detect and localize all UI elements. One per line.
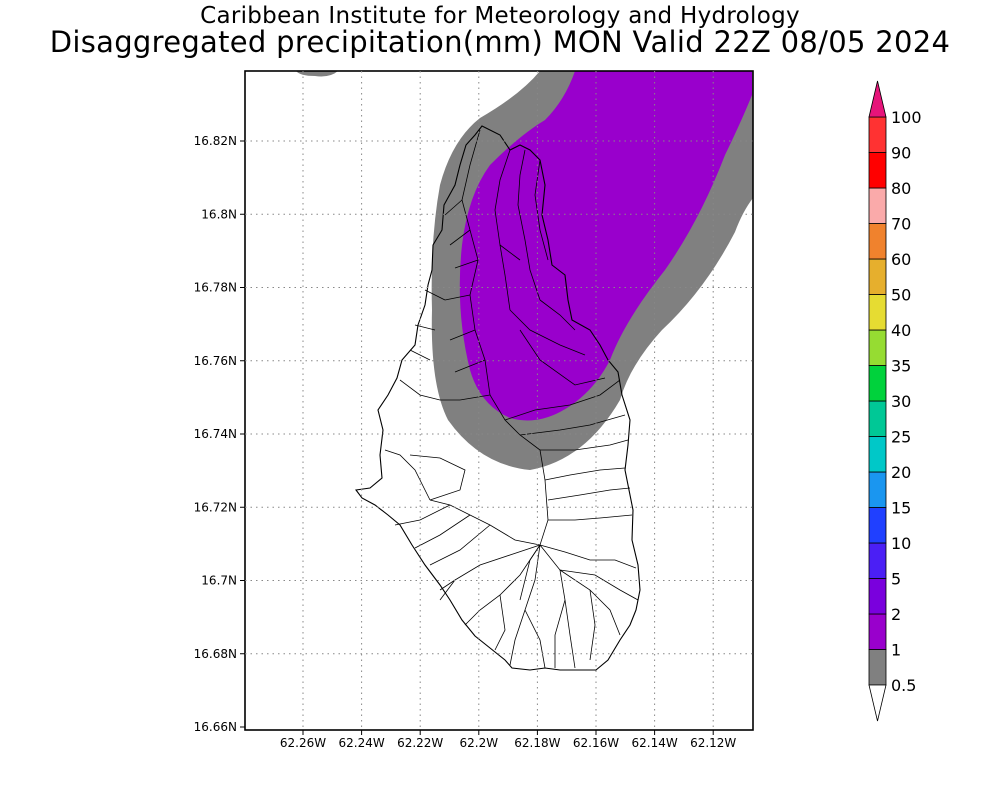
- precip-area-purple: [459, 71, 752, 421]
- colorbar-swatch: [868, 187, 887, 224]
- colorbar-swatch: [868, 329, 887, 366]
- precip-area-gray-corner: [296, 71, 338, 77]
- lat-tick-label: 16.72N: [194, 500, 237, 514]
- chart-subtitle: Disaggregated precipitation(mm) MON Vali…: [49, 25, 951, 59]
- colorbar-label: 2: [891, 605, 901, 624]
- colorbar-label: 10: [891, 534, 911, 553]
- lat-tick-label: 16.78N: [194, 281, 237, 295]
- colorbar-swatch: [868, 578, 887, 615]
- colorbar-swatch: [868, 152, 887, 189]
- colorbar-label: 90: [891, 144, 911, 163]
- longitude-axis: 62.26W 62.24W 62.22W 62.2W 62.18W 62.16W 62.14…: [280, 730, 736, 750]
- colorbar-swatch: [868, 649, 887, 686]
- colorbar-swatch: [868, 507, 887, 544]
- lon-tick-label: 62.18W: [514, 736, 560, 750]
- lon-tick-label: 62.2W: [460, 736, 499, 750]
- colorbar-label: 50: [891, 286, 911, 305]
- lat-tick-label: 16.76N: [194, 354, 237, 368]
- plot-frame: [244, 70, 754, 731]
- lon-tick-label: 62.14W: [631, 736, 677, 750]
- colorbar-swatch: [868, 223, 887, 260]
- lat-tick-label: 16.66N: [194, 720, 237, 734]
- latitude-axis: 16.66N 16.68N 16.7N 16.72N 16.74N 16.76N 16.78…: [194, 134, 245, 734]
- watershed-lines: [384, 129, 639, 669]
- colorbar-min-triangle: [868, 684, 887, 722]
- colorbar-max-triangle: [868, 80, 887, 118]
- colorbar-label: 70: [891, 215, 911, 234]
- colorbar-swatch: [868, 294, 887, 331]
- island-outline: [355, 125, 641, 671]
- colorbar-label: 60: [891, 250, 911, 269]
- colorbar-label: 5: [891, 570, 901, 589]
- colorbar-swatch: [868, 613, 887, 650]
- colorbar-label: 100: [891, 108, 922, 127]
- grid-lines: [245, 71, 753, 730]
- colorbar-label: 15: [891, 499, 911, 518]
- colorbar-label: 80: [891, 179, 911, 198]
- colorbar-label: 35: [891, 357, 911, 376]
- colorbar-swatch: [868, 365, 887, 402]
- colorbar-label: 0.5: [891, 676, 916, 695]
- colorbar-label: 25: [891, 428, 911, 447]
- colorbar-label: 30: [891, 392, 911, 411]
- colorbar-label: 1: [891, 641, 901, 660]
- lon-tick-label: 62.26W: [280, 736, 326, 750]
- lat-tick-label: 16.68N: [194, 647, 237, 661]
- lon-tick-label: 62.12W: [690, 736, 736, 750]
- colorbar-label: 20: [891, 463, 911, 482]
- chart-title: Caribbean Institute for Meteorology and …: [200, 3, 800, 29]
- lat-tick-label: 16.8N: [201, 207, 237, 221]
- colorbar-swatch: [868, 542, 887, 579]
- colorbar-swatch: [868, 400, 887, 437]
- colorbar-label: 40: [891, 321, 911, 340]
- lon-tick-label: 62.22W: [397, 736, 443, 750]
- colorbar-swatch: [868, 116, 887, 153]
- lon-tick-label: 62.24W: [338, 736, 384, 750]
- lat-tick-label: 16.7N: [201, 574, 237, 588]
- colorbar-swatch: [868, 471, 887, 508]
- lat-tick-label: 16.74N: [194, 427, 237, 441]
- colorbar-swatch: [868, 436, 887, 473]
- lat-tick-label: 16.82N: [194, 134, 237, 148]
- lon-tick-label: 62.16W: [573, 736, 619, 750]
- colorbar-swatch: [868, 258, 887, 295]
